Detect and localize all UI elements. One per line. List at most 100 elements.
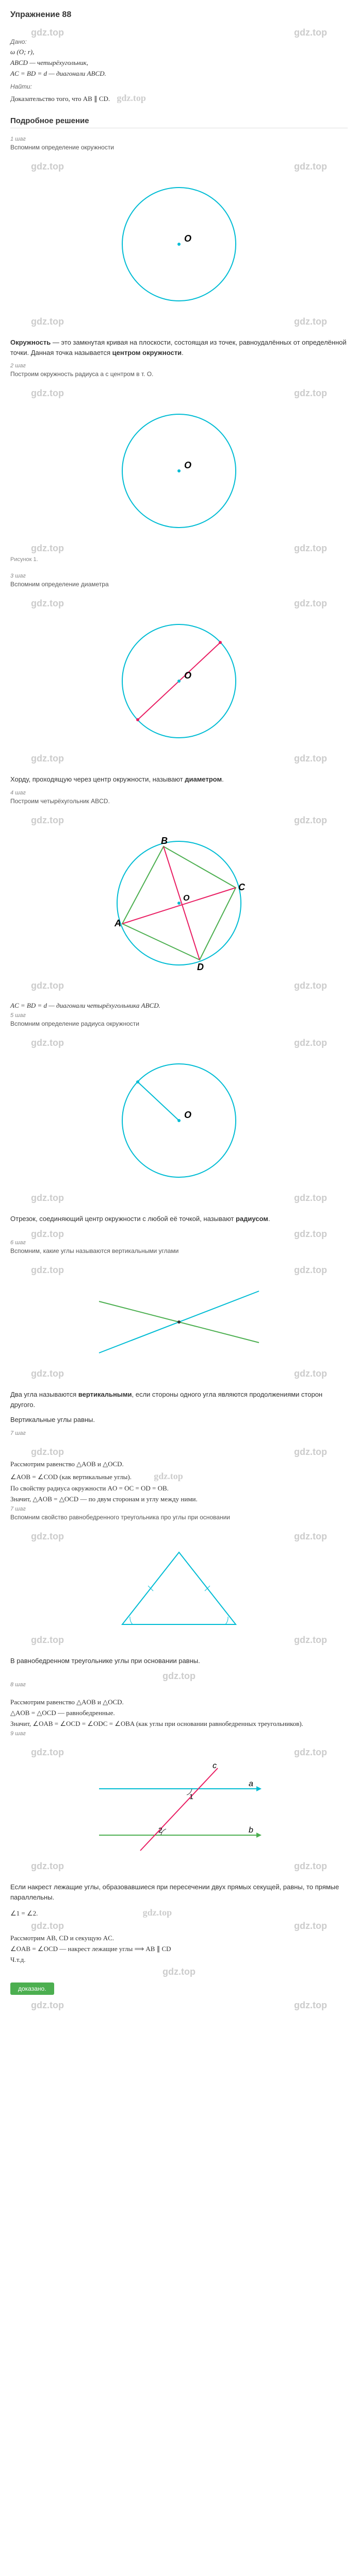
watermark: gdz.top [294,753,327,764]
step-label: 2 шаг [10,363,348,369]
step-label: 3 шаг [10,573,348,579]
watermark: gdz.top [31,815,64,826]
step-text: Вспомним определение диаметра [10,581,348,588]
diameter-definition: Хорду, проходящую через центр окружности… [10,774,348,785]
svg-text:a: a [249,1780,253,1788]
watermark: gdz.top [31,316,64,327]
radius-definition: Отрезок, соединяющий центр окружности с … [10,1214,348,1224]
watermark: gdz.top [294,161,327,172]
watermark: gdz.top [162,1671,196,1681]
angle-equation: ∠1 = ∠2. gdz.top [10,1907,348,1918]
watermark: gdz.top [294,1368,327,1379]
find-text: Доказательство того, что AB ∥ CD. gdz.to… [10,93,348,104]
watermark: gdz.top [31,1368,64,1379]
proof-line: ∠AOB = ∠COD (как вертикальные углы). gdz… [10,1471,348,1482]
parallel-definition: Если накрест лежащие углы, образовавшиес… [10,1882,348,1902]
watermark: gdz.top [294,388,327,399]
figure-quadrilateral: gdz.top gdz.top A B C D O gdz.top gdz.to… [10,815,348,991]
svg-text:b: b [249,1826,253,1835]
figure-parallel: gdz.top gdz.top a b c 1 2 gdz.top gdz.to… [10,1747,348,1872]
given-line: ABCD — четырёхугольник, [10,59,348,67]
watermark: gdz.top [31,388,64,399]
proof-line: Рассмотрим AB, CD и секущую AC. [10,1934,348,1942]
given-line: ω (O; r), [10,48,348,56]
watermark: gdz.top [294,1921,327,1931]
quad-svg: A B C D O [96,826,262,980]
circle-svg: O [107,172,251,316]
watermark: gdz.top [31,980,64,991]
watermark: gdz.top [162,1967,196,1977]
find-label: Найти: [10,83,348,90]
watermark: gdz.top [294,1861,327,1872]
watermark: gdz.top [294,27,327,38]
given-label: Дано: [10,38,348,45]
step-text: Вспомним, какие углы называются вертикал… [10,1247,348,1255]
watermark: gdz.top [294,1447,327,1458]
step-label: 5 шаг [10,1012,348,1019]
watermark: gdz.top [294,815,327,826]
watermark: gdz.top [31,1447,64,1458]
step-text: Вспомним определение окружности [10,144,348,151]
figure-caption: Рисунок 1. [10,556,348,563]
watermark: gdz.top [117,93,146,103]
diameter-svg: O [107,609,251,753]
svg-text:C: C [238,882,246,892]
watermark: gdz.top [31,1193,64,1204]
figure-circle-2: gdz.top gdz.top O gdz.top gdz.top Рисуно… [10,388,348,563]
watermark: gdz.top [31,753,64,764]
svg-text:O: O [184,233,191,244]
watermark: gdz.top [294,543,327,554]
step-label: 9 шаг [10,1731,348,1737]
watermark: gdz.top [31,598,64,609]
proof-line: ∠OAB = ∠OCD — накрест лежащие углы ⟹ AB … [10,1945,348,1953]
radius-svg: O [107,1048,251,1193]
watermark: gdz.top [294,2000,327,2011]
diagonals-text: AC = BD = d — диагонали четырёхугольника… [10,1002,348,1010]
vertical-definition: Два угла называются вертикальными, если … [10,1389,348,1410]
svg-text:1: 1 [189,1792,193,1801]
proof-line: По свойству радиуса окружности AO = OC =… [10,1484,348,1493]
watermark: gdz.top [294,598,327,609]
step-label: 8 шаг [10,1682,348,1688]
watermark: gdz.top [294,1265,327,1276]
proof-line: △AOB = △OCD — равнобедренные. [10,1709,348,1717]
watermark: gdz.top [31,2000,64,2011]
step-label: 1 шаг [10,136,348,142]
svg-text:A: A [114,918,121,928]
step-label: 4 шаг [10,790,348,796]
watermark: gdz.top [294,1531,327,1542]
figure-diameter: gdz.top gdz.top O gdz.top gdz.top [10,598,348,764]
watermark: gdz.top [294,1747,327,1758]
watermark: gdz.top [154,1471,183,1481]
watermark: gdz.top [294,1193,327,1204]
vertical-equal: Вертикальные углы равны. [10,1415,348,1425]
step-text: Построим окружность радиуса a с центром … [10,370,348,378]
step-label: 7 шаг [10,1506,348,1512]
watermark: gdz.top [31,1747,64,1758]
svg-text:O: O [184,670,191,681]
svg-text:O: O [184,460,191,470]
step-text: Построим четырёхугольник ABCD. [10,798,348,805]
svg-text:O: O [184,1110,191,1120]
watermark: gdz.top [294,316,327,327]
step-text: Вспомним свойство равнобедренного треуго… [10,1514,348,1521]
watermark: gdz.top [31,1861,64,1872]
parallel-svg: a b c 1 2 [89,1758,269,1861]
watermark: gdz.top [31,1635,64,1646]
watermark: gdz.top [31,1229,64,1240]
svg-text:D: D [197,962,204,972]
proof-line: Рассмотрим равенство △AOB и △OCD. [10,1460,348,1468]
triangle-svg [102,1542,256,1635]
watermark: gdz.top [294,980,327,991]
watermark: gdz.top [31,27,64,38]
figure-triangle: gdz.top gdz.top gdz.top gdz.top [10,1531,348,1646]
watermark: gdz.top [143,1907,172,1918]
svg-text:B: B [161,836,168,846]
vertical-svg [89,1276,269,1368]
svg-text:c: c [213,1761,217,1770]
watermark: gdz.top [31,543,64,554]
svg-text:O: O [183,894,190,903]
isosceles-definition: В равнобедренном треугольнике углы при о… [10,1656,348,1666]
circle-svg-2: O [107,399,251,543]
watermark: gdz.top [294,1038,327,1048]
